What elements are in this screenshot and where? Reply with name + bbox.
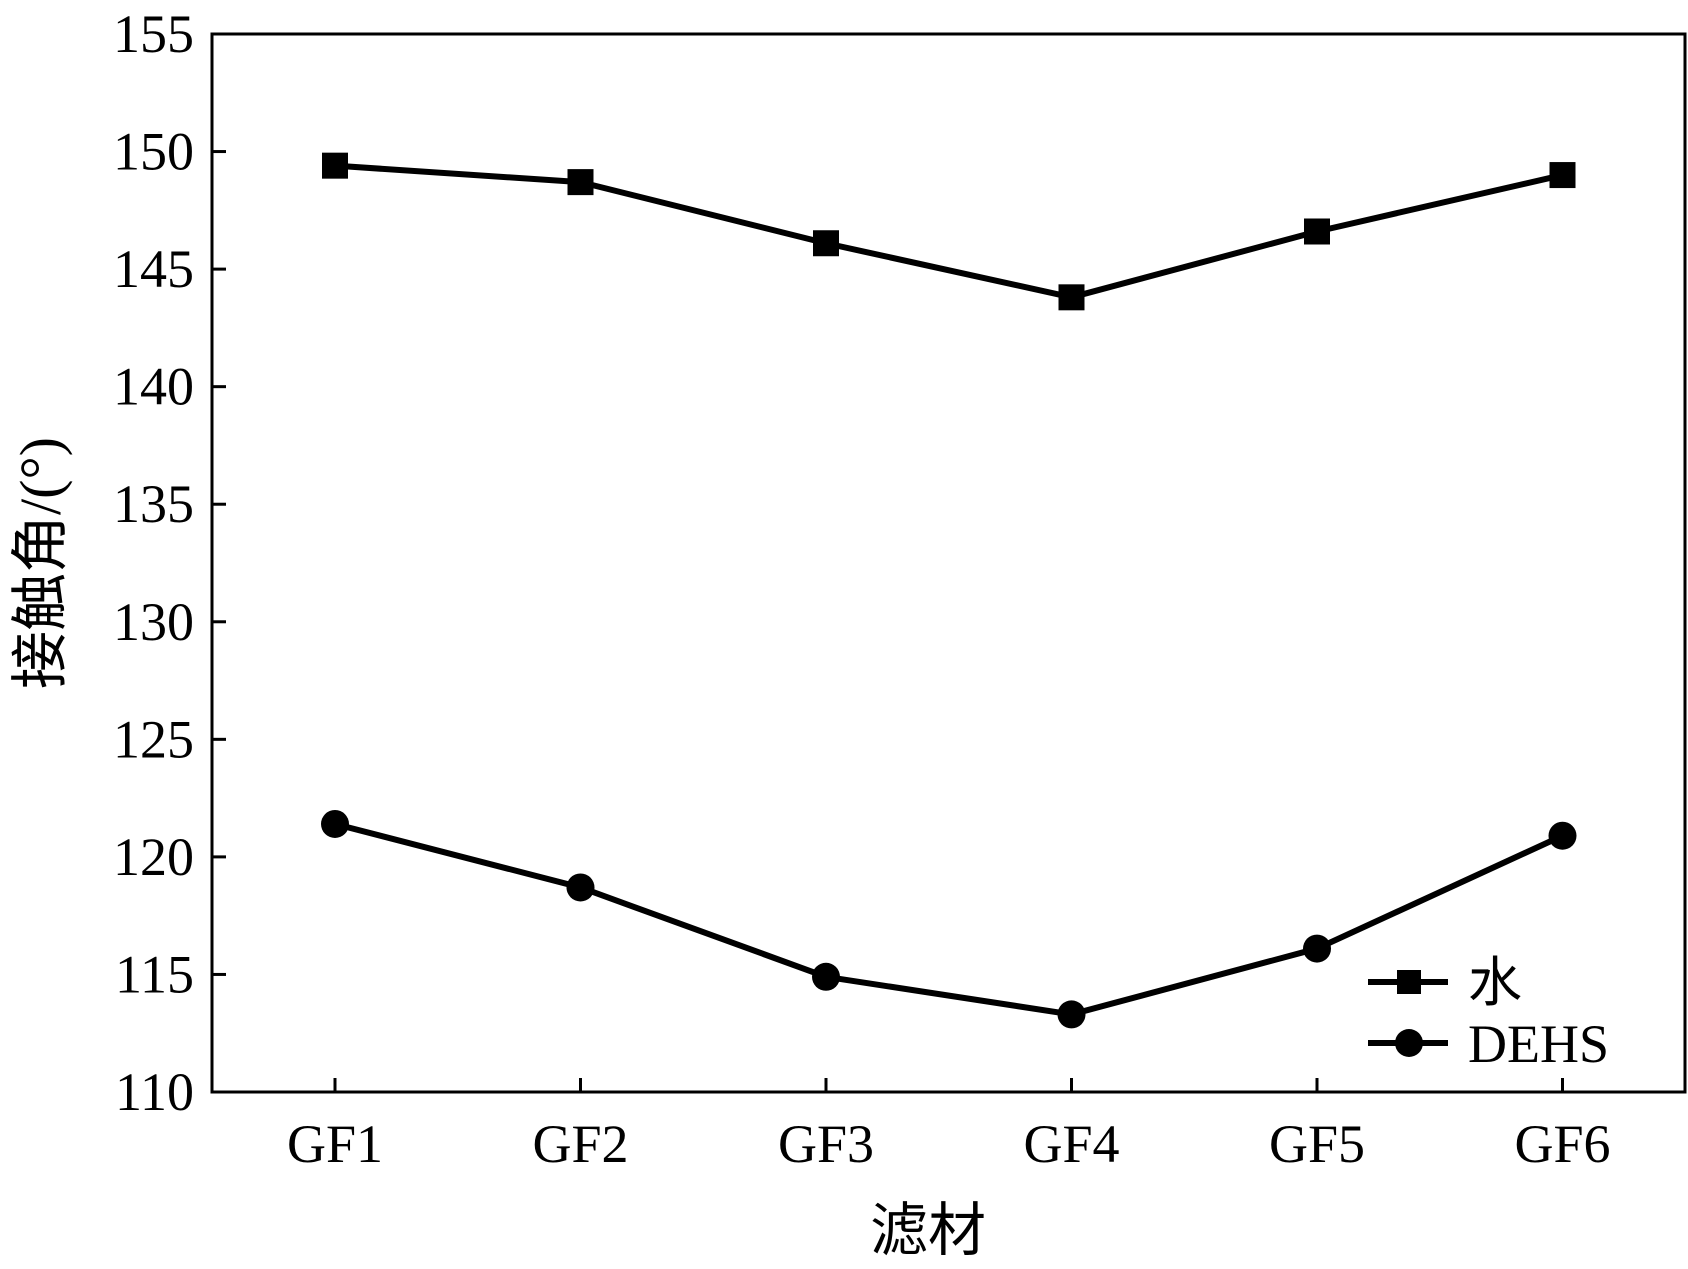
y-tick-label: 125	[113, 709, 194, 769]
series-line-water	[334, 162, 1564, 301]
y-axis: 110 115 120 125 130 135 140 145 150 155	[113, 4, 226, 1122]
data-point-square	[813, 230, 839, 257]
y-tick-label: 110	[115, 1062, 194, 1122]
legend-marker-square	[1397, 970, 1421, 994]
x-tick-label: GF2	[532, 1114, 628, 1174]
x-tick-label: GF6	[1514, 1114, 1610, 1174]
data-point-circle	[566, 873, 595, 902]
y-tick-label: 120	[113, 827, 194, 887]
x-tick-label: GF1	[287, 1114, 383, 1174]
data-point-circle	[1548, 821, 1577, 850]
x-tick-label: GF5	[1269, 1114, 1365, 1174]
data-point-circle	[1057, 1000, 1086, 1029]
y-tick-label: 145	[113, 239, 194, 299]
legend-label-dehs: DEHS	[1468, 1014, 1609, 1074]
data-point-square	[1549, 162, 1576, 189]
data-point-square	[1058, 284, 1085, 311]
series-layer	[321, 152, 1577, 1029]
legend: 水 DEHS	[1368, 953, 1609, 1074]
data-point-square	[322, 152, 348, 179]
legend-item-water: 水	[1368, 953, 1522, 1013]
y-tick-label: 150	[113, 122, 194, 182]
legend-item-dehs: DEHS	[1368, 1014, 1609, 1074]
plot-frame	[210, 32, 1687, 1094]
x-axis-title: 滤材	[870, 1198, 986, 1263]
x-axis: GF1 GF2 GF3 GF4 GF5 GF6	[287, 1078, 1611, 1174]
x-tick-label: GF4	[1023, 1114, 1119, 1174]
data-point-circle	[1303, 934, 1331, 963]
x-tick-label: GF3	[778, 1114, 874, 1174]
y-tick-label: 155	[113, 4, 194, 64]
y-tick-label: 140	[113, 357, 194, 417]
y-tick-label: 135	[113, 474, 194, 534]
y-axis-title: 接触角/(°)	[8, 437, 73, 689]
data-point-square	[567, 169, 594, 196]
data-point-circle	[812, 962, 840, 991]
y-tick-label: 130	[113, 592, 194, 652]
series-line-dehs	[334, 821, 1564, 1018]
y-tick-label: 115	[115, 944, 194, 1004]
legend-label-water: 水	[1468, 953, 1522, 1013]
data-point-square	[1304, 218, 1330, 245]
legend-marker-circle	[1395, 1029, 1423, 1057]
data-point-circle	[321, 809, 349, 838]
